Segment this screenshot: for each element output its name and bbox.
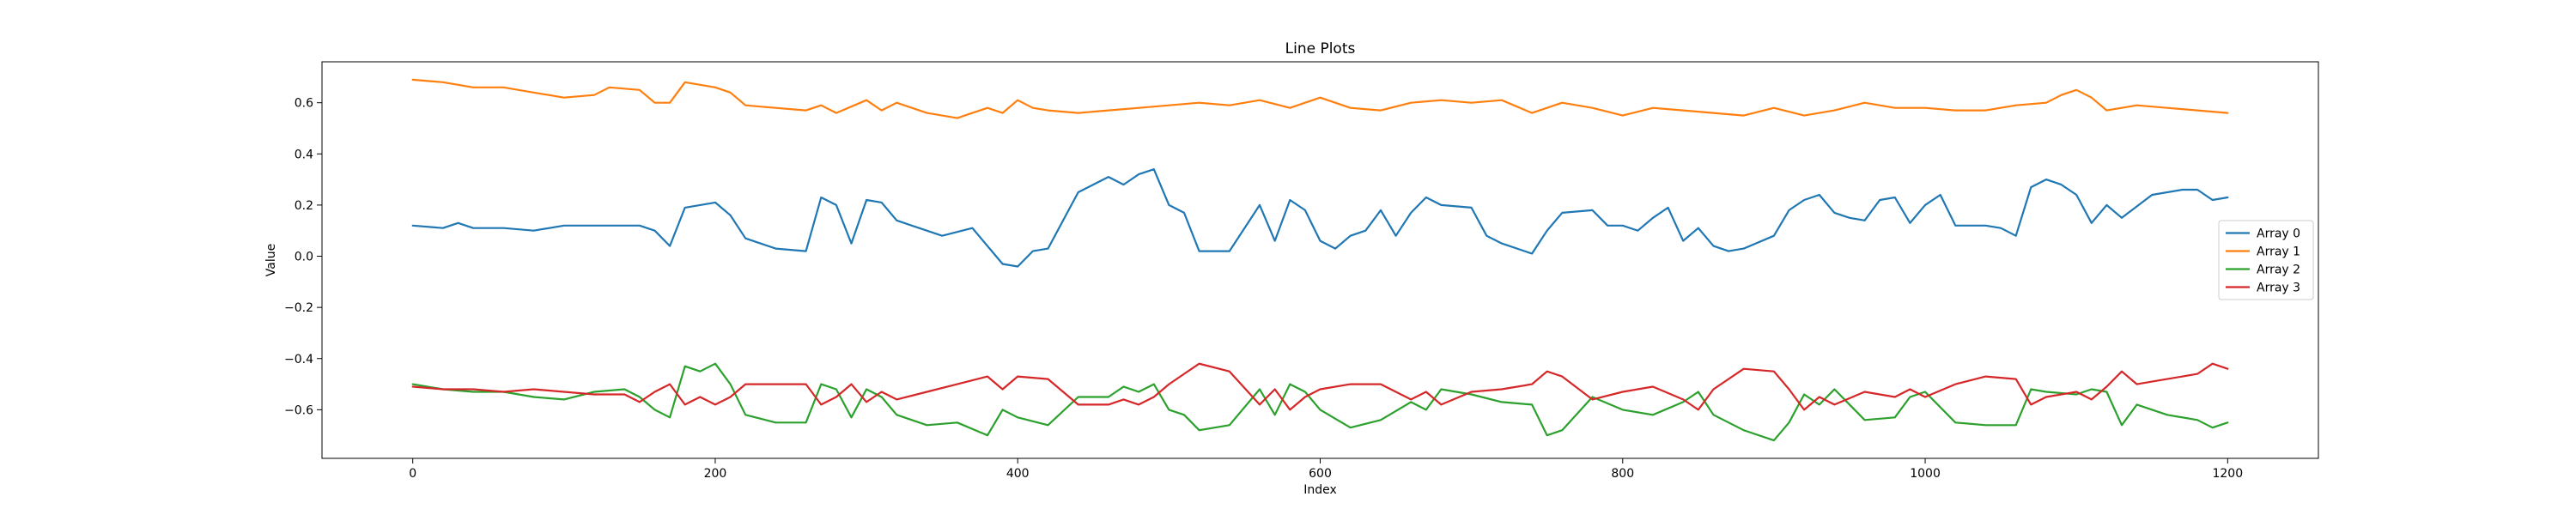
y-tick-label: 0.2 <box>295 199 313 213</box>
series-line-array-3 <box>411 362 2229 411</box>
y-axis-title: Value <box>264 244 278 276</box>
x-tick-label: 600 <box>1309 467 1332 481</box>
x-axis-title: Index <box>1303 483 1337 497</box>
legend-box <box>2218 220 2314 300</box>
y-axis: −0.6 −0.4 −0.2 0.0 0.2 0.4 0.6 <box>284 97 322 417</box>
series-line-array-1 <box>411 78 2229 119</box>
series-line-array-2 <box>411 362 2229 442</box>
y-tick-label: 0.0 <box>295 251 313 264</box>
y-tick-label: 0.6 <box>295 97 313 111</box>
legend-label: Array 3 <box>2257 282 2300 295</box>
legend-label: Array 1 <box>2257 245 2300 259</box>
x-tick-label: 0 <box>409 467 416 481</box>
y-tick-label: −0.2 <box>284 301 313 315</box>
series-layer <box>411 78 2229 442</box>
x-tick-label: 800 <box>1611 467 1634 481</box>
series-line-array-0 <box>411 168 2229 268</box>
legend-label: Array 2 <box>2257 264 2300 277</box>
x-tick-label: 1000 <box>1910 467 1941 481</box>
x-tick-label: 400 <box>1006 467 1030 481</box>
legend-label: Array 0 <box>2257 227 2300 241</box>
y-tick-label: 0.4 <box>295 148 313 161</box>
x-axis: 0 200 400 600 800 1000 1200 <box>409 458 2243 481</box>
legend: Array 0 Array 1 Array 2 Array 3 <box>2218 220 2314 300</box>
y-tick-label: −0.4 <box>284 353 313 367</box>
x-tick-label: 1200 <box>2212 467 2243 481</box>
x-tick-label: 200 <box>704 467 727 481</box>
y-tick-label: −0.6 <box>284 403 313 417</box>
chart-title: Line Plots <box>1285 40 1356 58</box>
